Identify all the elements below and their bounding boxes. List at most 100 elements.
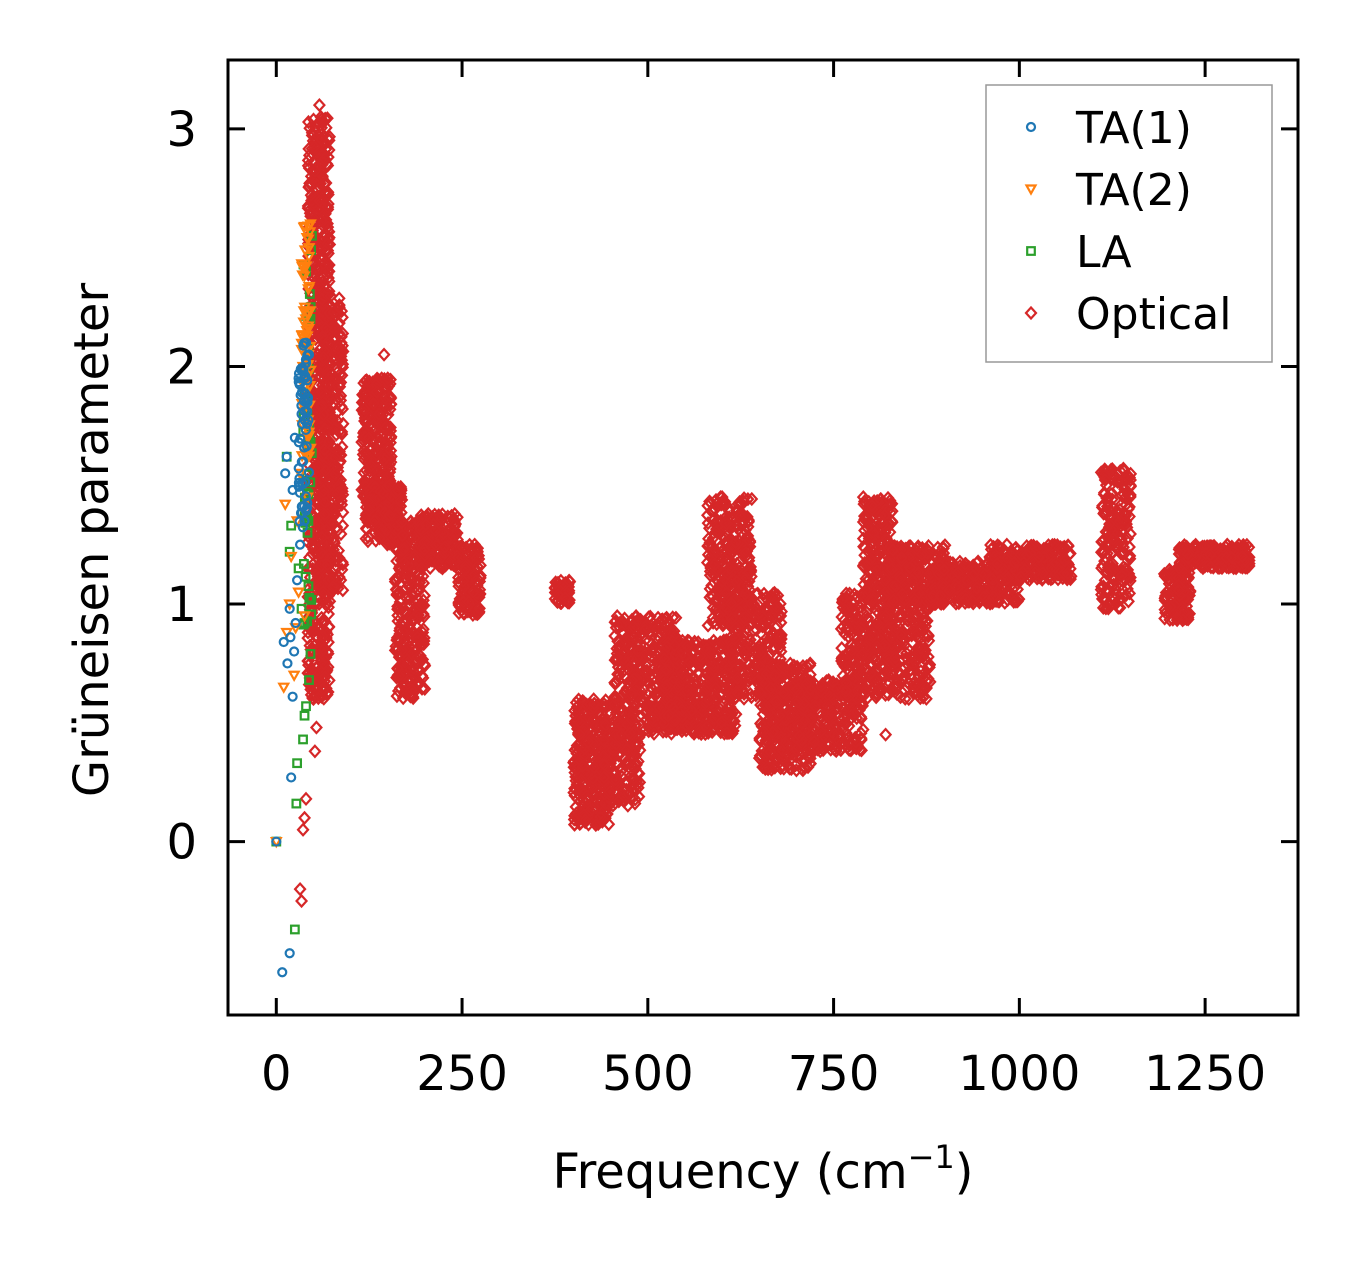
data-point — [395, 515, 409, 530]
data-point — [769, 694, 783, 710]
data-point — [368, 480, 382, 495]
data-point — [826, 720, 840, 735]
data-point — [826, 675, 840, 690]
data-point — [741, 492, 755, 507]
data-point — [459, 540, 473, 555]
data-point — [706, 513, 720, 528]
data-point — [469, 606, 483, 621]
data-point — [308, 623, 322, 638]
data-point — [730, 574, 744, 589]
data-point — [854, 709, 868, 725]
data-point — [680, 718, 694, 734]
data-point — [742, 641, 756, 657]
data-point — [659, 662, 673, 677]
data-point — [384, 423, 398, 438]
data-point — [469, 573, 483, 589]
data-point — [839, 732, 853, 747]
data-point — [700, 720, 714, 735]
data-point — [768, 760, 782, 775]
data-point — [324, 288, 338, 304]
data-point — [322, 606, 336, 622]
data-point — [718, 675, 732, 691]
data-point — [639, 705, 653, 721]
data-point — [612, 794, 626, 809]
data-point — [715, 656, 729, 671]
data-point — [599, 718, 613, 733]
data-point — [303, 206, 317, 221]
data-point — [417, 637, 431, 652]
data-point — [408, 580, 422, 595]
data-point — [789, 749, 803, 764]
data-point — [824, 742, 838, 757]
data-point — [586, 802, 600, 817]
data-point — [859, 639, 873, 654]
data-point — [310, 173, 324, 188]
data-point — [609, 620, 623, 635]
data-point — [397, 540, 410, 555]
data-point — [615, 624, 629, 639]
data-point — [673, 674, 687, 690]
data-point — [378, 420, 392, 436]
data-point — [646, 711, 660, 726]
data-point — [764, 681, 778, 696]
data-point — [714, 641, 728, 657]
data-point — [578, 812, 592, 828]
data-point — [668, 638, 682, 653]
data-point — [593, 809, 607, 825]
data-point — [856, 616, 870, 632]
data-point — [827, 692, 841, 707]
data-point — [321, 423, 335, 439]
data-point — [689, 673, 703, 688]
data-point — [315, 292, 329, 307]
data-point — [317, 350, 331, 365]
data-point — [894, 625, 908, 640]
data-point — [680, 683, 694, 698]
data-point — [657, 651, 671, 667]
data-point — [448, 517, 462, 532]
data-point — [361, 534, 375, 549]
data-point — [329, 467, 343, 482]
data-point — [736, 545, 750, 560]
data-point — [330, 520, 344, 535]
data-point — [702, 531, 715, 546]
data-point — [781, 689, 795, 705]
data-point — [749, 614, 763, 629]
data-point — [732, 560, 746, 576]
data-point — [649, 679, 663, 694]
data-point — [743, 533, 757, 549]
data-point — [630, 650, 644, 666]
data-point — [319, 463, 333, 478]
data-point — [661, 635, 675, 650]
data-point — [752, 751, 766, 766]
data-point — [632, 701, 646, 716]
data-point — [316, 256, 330, 271]
data-point — [467, 568, 481, 584]
data-point — [322, 230, 336, 245]
data-point — [862, 614, 876, 629]
data-point — [613, 638, 627, 653]
data-point — [719, 707, 733, 722]
data-point — [401, 673, 415, 688]
data-point — [842, 658, 856, 673]
data-point — [759, 590, 773, 606]
data-point — [357, 401, 371, 417]
data-point — [324, 497, 338, 512]
data-point — [668, 647, 682, 662]
data-point — [357, 443, 371, 458]
data-point — [777, 685, 791, 700]
data-point — [317, 343, 331, 359]
data-point — [328, 450, 342, 466]
data-point — [746, 603, 760, 619]
data-point — [847, 630, 861, 645]
data-point — [768, 668, 782, 683]
data-point — [837, 711, 851, 726]
data-point — [694, 723, 708, 738]
data-point — [326, 542, 340, 557]
data-point — [392, 668, 406, 684]
data-point — [762, 611, 776, 626]
plot-area — [269, 98, 1256, 978]
data-point — [389, 639, 403, 654]
data-point — [693, 648, 707, 664]
data-point — [323, 380, 337, 396]
